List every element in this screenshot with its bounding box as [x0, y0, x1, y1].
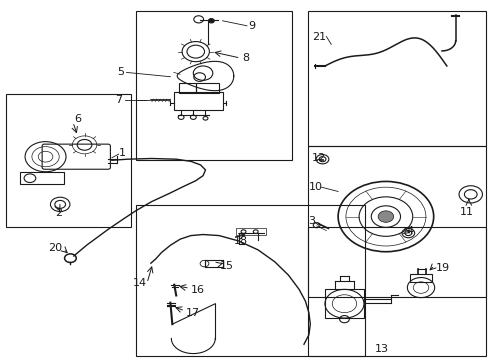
Text: 6: 6	[74, 114, 81, 124]
Text: 14: 14	[133, 278, 147, 288]
Text: 1: 1	[119, 148, 125, 158]
Text: 16: 16	[190, 285, 204, 295]
Text: 3: 3	[307, 216, 314, 226]
Bar	[20, 172, 64, 184]
Bar	[307, 226, 485, 356]
Bar	[236, 228, 266, 235]
Text: 4: 4	[406, 226, 413, 236]
Text: 19: 19	[435, 263, 449, 273]
Text: 21: 21	[311, 32, 325, 41]
Bar	[307, 11, 485, 146]
Text: 18: 18	[233, 236, 247, 246]
Text: 12: 12	[311, 153, 325, 163]
Text: 17: 17	[185, 309, 200, 318]
Bar	[325, 289, 363, 318]
Bar	[195, 83, 219, 93]
Bar	[173, 92, 222, 110]
Text: 9: 9	[248, 21, 255, 31]
Text: 10: 10	[308, 182, 322, 192]
Bar	[409, 274, 431, 282]
Text: 2: 2	[55, 208, 62, 218]
Text: 13: 13	[374, 344, 388, 354]
Text: 5: 5	[117, 67, 123, 77]
Text: 15: 15	[220, 261, 234, 271]
Text: 8: 8	[242, 53, 249, 63]
Circle shape	[208, 19, 214, 23]
Bar	[136, 205, 365, 356]
Text: 11: 11	[459, 207, 473, 217]
Bar	[178, 83, 195, 93]
Text: 7: 7	[115, 95, 122, 105]
Circle shape	[377, 211, 393, 222]
Bar	[5, 94, 131, 226]
Bar	[307, 146, 485, 297]
Bar	[204, 260, 223, 267]
Bar	[136, 11, 292, 160]
Text: 20: 20	[48, 243, 62, 253]
